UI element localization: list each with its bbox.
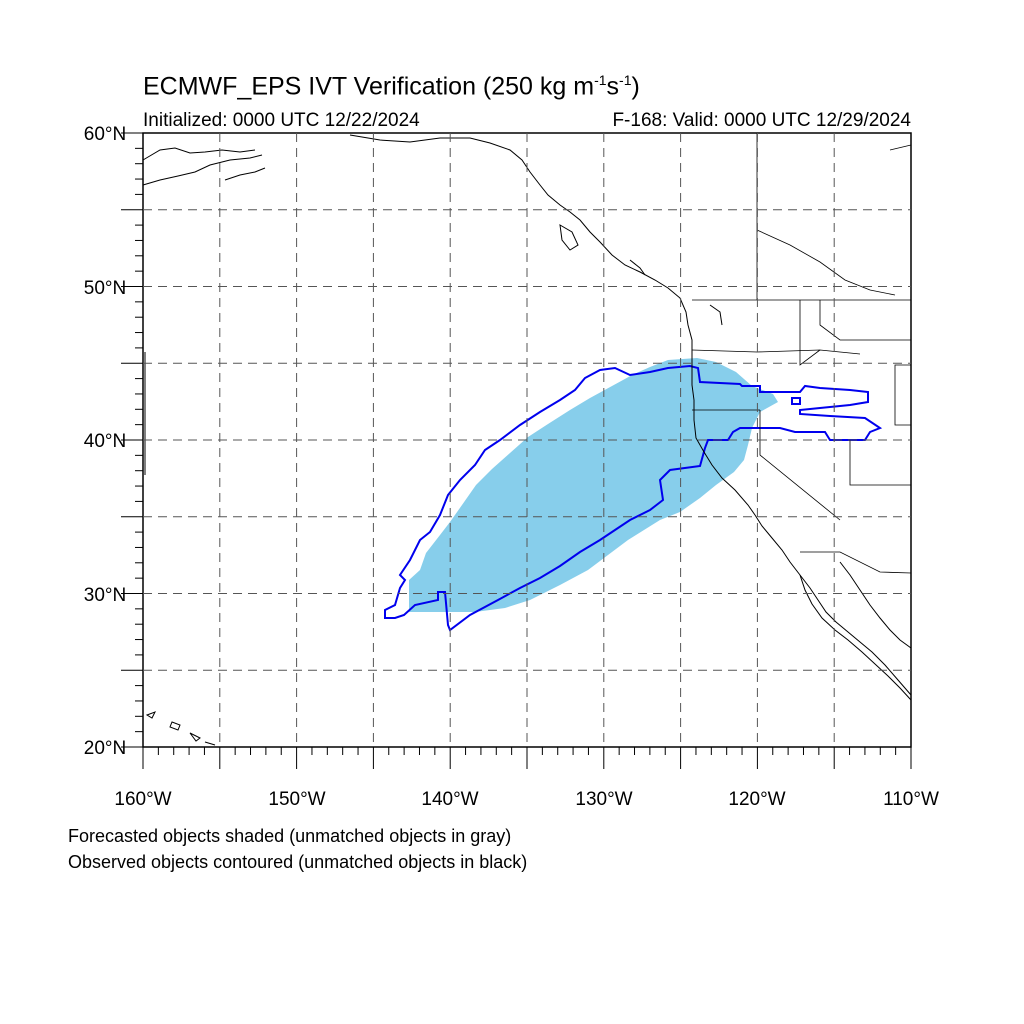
forecast-note: Forecasted objects shaded (unmatched obj…	[68, 826, 512, 846]
lon-label-150w: 150°W	[268, 789, 325, 810]
lat-label-40: 40°N	[84, 431, 126, 452]
graticule	[143, 133, 911, 747]
lat-labels: 60°N 50°N 40°N 30°N 20°N	[84, 124, 126, 759]
coastlines	[142, 134, 912, 746]
lon-label-110w: 110°W	[883, 789, 939, 810]
initialized-time: Initialized: 0000 UTC 12/22/2024	[143, 110, 420, 131]
valid-time: F-168: Valid: 0000 UTC 12/29/2024	[612, 110, 911, 131]
lat-label-60: 60°N	[84, 124, 126, 145]
forecast-object-shaded	[409, 358, 778, 612]
lon-label-160w: 160°W	[114, 789, 171, 810]
lon-label-120w: 120°W	[728, 789, 785, 810]
observed-object-small	[791, 397, 801, 405]
map-title: ECMWF_EPS IVT Verification (250 kg m-1s-…	[143, 72, 640, 101]
lat-label-30: 30°N	[84, 585, 126, 606]
observed-note: Observed objects contoured (unmatched ob…	[68, 852, 528, 872]
lat-label-20: 20°N	[84, 738, 126, 759]
axis-ticks	[121, 132, 912, 769]
lon-labels: 160°W 150°W 140°W 130°W 120°W 110°W	[114, 789, 939, 810]
lon-label-130w: 130°W	[575, 789, 632, 810]
lon-label-140w: 140°W	[421, 789, 478, 810]
observed-contours	[384, 364, 883, 632]
borders	[691, 133, 912, 574]
observed-object-main	[384, 364, 883, 632]
lat-label-50: 50°N	[84, 278, 126, 299]
